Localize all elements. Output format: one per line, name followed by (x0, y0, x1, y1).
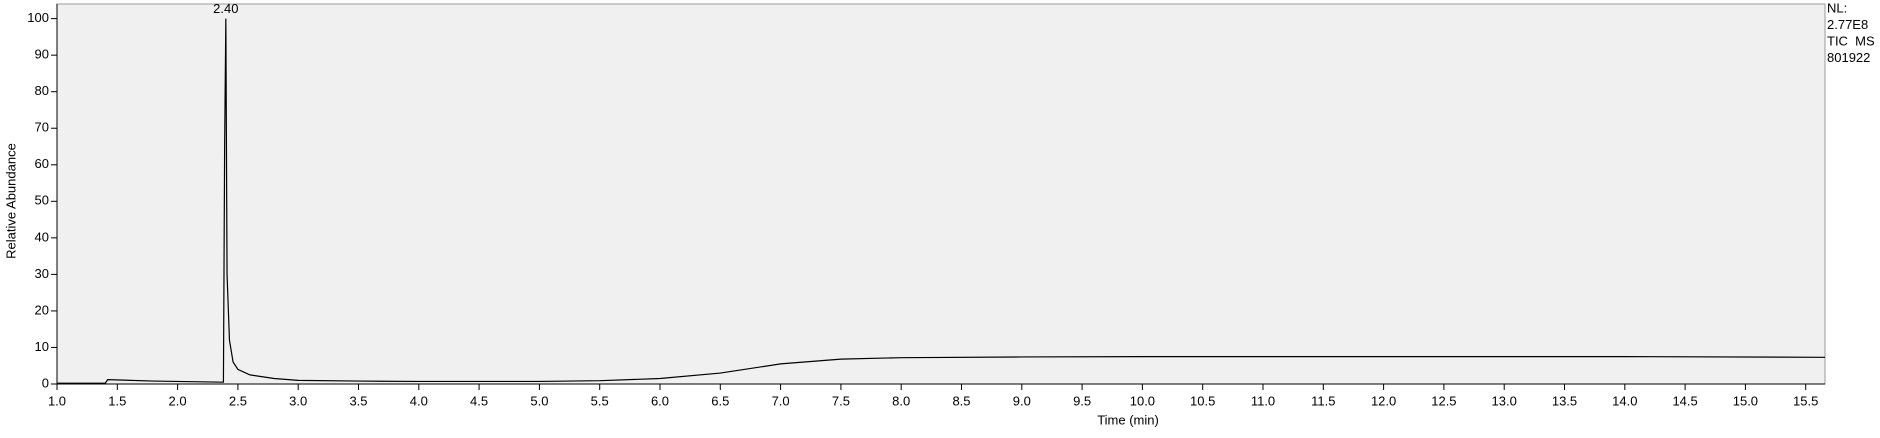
peak-label: 2.40 (213, 1, 238, 16)
trace (57, 18, 1826, 384)
x-tick-label: 11.5 (1311, 393, 1335, 408)
x-tick-label: 3.0 (289, 393, 307, 408)
y-tick-label: 80 (35, 83, 49, 98)
x-tick-label: 5.0 (530, 393, 548, 408)
x-tick-label: 8.0 (892, 393, 910, 408)
x-tick-label: 12.5 (1431, 393, 1456, 408)
x-tick-label: 4.0 (410, 393, 428, 408)
y-tick-label: 0 (42, 375, 49, 390)
y-tick-label: 90 (35, 47, 49, 62)
x-tick-label: 7.0 (772, 393, 790, 408)
plot-area (56, 3, 1826, 385)
y-axis-label: Relative Abundance (3, 143, 18, 259)
side-text: 2.77E8 (1827, 17, 1868, 32)
x-tick-label: 13.5 (1552, 393, 1577, 408)
y-tick-label: 40 (35, 229, 49, 244)
x-tick-label: 4.5 (470, 393, 488, 408)
x-tick-label: 3.5 (349, 393, 367, 408)
x-tick-label: 6.5 (711, 393, 729, 408)
x-tick-label: 10.5 (1190, 393, 1215, 408)
x-axis-label: Time (min) (1097, 412, 1159, 427)
y-tick-label: 30 (35, 266, 49, 281)
x-tick-label: 11.0 (1251, 393, 1275, 408)
y-tick-label: 20 (35, 302, 49, 317)
side-text: TIC MS (1827, 33, 1875, 48)
x-tick-label: 15.0 (1733, 393, 1758, 408)
x-tick-label: 14.5 (1672, 393, 1697, 408)
side-text: NL: (1827, 0, 1847, 15)
y-tick-label: 100 (27, 10, 49, 25)
y-tick-label: 50 (35, 193, 49, 208)
x-tick-label: 1.0 (48, 393, 66, 408)
y-tick-label: 60 (35, 156, 49, 171)
x-tick-label: 9.5 (1073, 393, 1091, 408)
x-tick-label: 1.5 (108, 393, 126, 408)
y-tick-label: 70 (35, 120, 49, 135)
x-tick-label: 7.5 (832, 393, 850, 408)
x-tick-label: 2.5 (229, 393, 247, 408)
x-tick-label: 2.0 (169, 393, 187, 408)
x-tick-label: 6.0 (651, 393, 669, 408)
x-tick-label: 9.0 (1013, 393, 1031, 408)
x-tick-label: 5.5 (591, 393, 609, 408)
x-tick-label: 14.0 (1612, 393, 1637, 408)
x-tick-label: 15.5 (1793, 393, 1818, 408)
y-tick-label: 10 (35, 339, 49, 354)
x-tick-label: 13.0 (1492, 393, 1517, 408)
x-tick-label: 8.5 (952, 393, 970, 408)
x-tick-label: 12.0 (1371, 393, 1396, 408)
side-text: 801922 (1827, 50, 1870, 65)
x-tick-label: 10.0 (1130, 393, 1155, 408)
